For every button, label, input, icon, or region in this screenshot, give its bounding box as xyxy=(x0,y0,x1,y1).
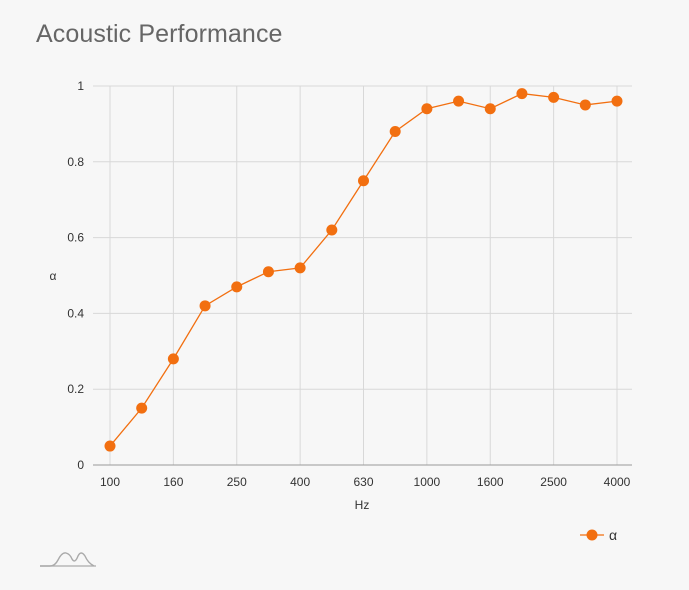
legend-marker xyxy=(586,529,598,541)
y-tick-label: 0.8 xyxy=(67,155,84,169)
y-tick-label: 0.6 xyxy=(67,231,84,245)
data-point[interactable] xyxy=(611,95,623,107)
x-tick-label: 1000 xyxy=(414,475,441,489)
y-tick-label: 0 xyxy=(77,458,84,472)
y-tick-label: 1 xyxy=(77,79,84,93)
data-point[interactable] xyxy=(453,95,465,107)
y-tick-label: 0.4 xyxy=(67,306,84,320)
data-point[interactable] xyxy=(326,224,338,236)
chart-title: Acoustic Performance xyxy=(36,20,283,48)
x-tick-label: 2500 xyxy=(540,475,567,489)
x-tick-label: 630 xyxy=(353,475,373,489)
x-tick-label: 4000 xyxy=(604,475,631,489)
x-axis-title: Hz xyxy=(355,498,370,512)
data-point[interactable] xyxy=(104,440,116,452)
data-point[interactable] xyxy=(579,99,591,111)
data-point[interactable] xyxy=(484,103,496,115)
data-point[interactable] xyxy=(389,125,401,137)
data-point[interactable] xyxy=(294,262,306,274)
x-tick-label: 400 xyxy=(290,475,310,489)
data-point[interactable] xyxy=(516,88,528,100)
data-point[interactable] xyxy=(231,281,243,293)
data-point[interactable] xyxy=(358,175,369,187)
y-tick-label: 0.2 xyxy=(67,382,84,396)
mountain-wave-logo-icon xyxy=(40,552,96,567)
series-alpha xyxy=(104,88,623,452)
data-point[interactable] xyxy=(167,353,179,365)
grid xyxy=(93,85,632,465)
x-tick-label: 250 xyxy=(227,475,247,489)
x-tick-label: 160 xyxy=(163,475,183,489)
data-point[interactable] xyxy=(421,103,433,115)
data-point[interactable] xyxy=(199,300,211,312)
x-tick-label: 100 xyxy=(100,475,120,489)
legend: α xyxy=(580,527,617,543)
tick-labels: 0 0.2 0.4 0.6 0.8 1 100 160 250 400 630 1000 1600 250… xyxy=(50,79,631,512)
x-tick-label: 1600 xyxy=(477,475,504,489)
y-axis-title: α xyxy=(50,269,57,283)
data-point[interactable] xyxy=(136,402,148,414)
legend-label: α xyxy=(609,527,617,543)
data-point[interactable] xyxy=(548,91,560,103)
data-point[interactable] xyxy=(262,266,274,278)
